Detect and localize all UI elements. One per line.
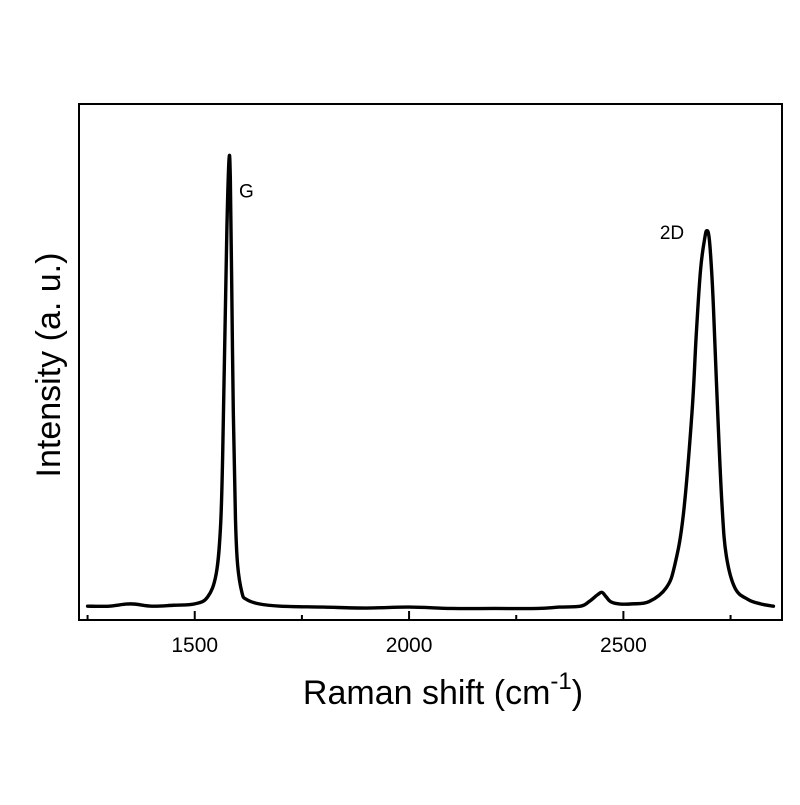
x-axis-ticks [86, 611, 732, 620]
x-axis-title-superscript: -1 [550, 668, 571, 695]
spectrum-line [85, 153, 776, 611]
x-tick-label: 2000 [386, 634, 433, 657]
x-axis-title: Raman shift (cm-1) [303, 668, 583, 712]
x-axis-tick-labels: 1500 2000 2500 [171, 634, 646, 657]
peak-label-g: G [239, 181, 254, 202]
x-axis-title-text: Raman shift (cm [303, 674, 551, 712]
x-axis-title-close: ) [572, 674, 583, 712]
peak-annotations: G 2D [239, 181, 684, 244]
peak-label-2d: 2D [660, 223, 684, 244]
x-tick-label: 1500 [171, 634, 218, 657]
y-axis-title: Intensity (a. u.) [30, 253, 68, 478]
plot-frame [78, 103, 783, 621]
x-tick-label: 2500 [600, 634, 647, 657]
